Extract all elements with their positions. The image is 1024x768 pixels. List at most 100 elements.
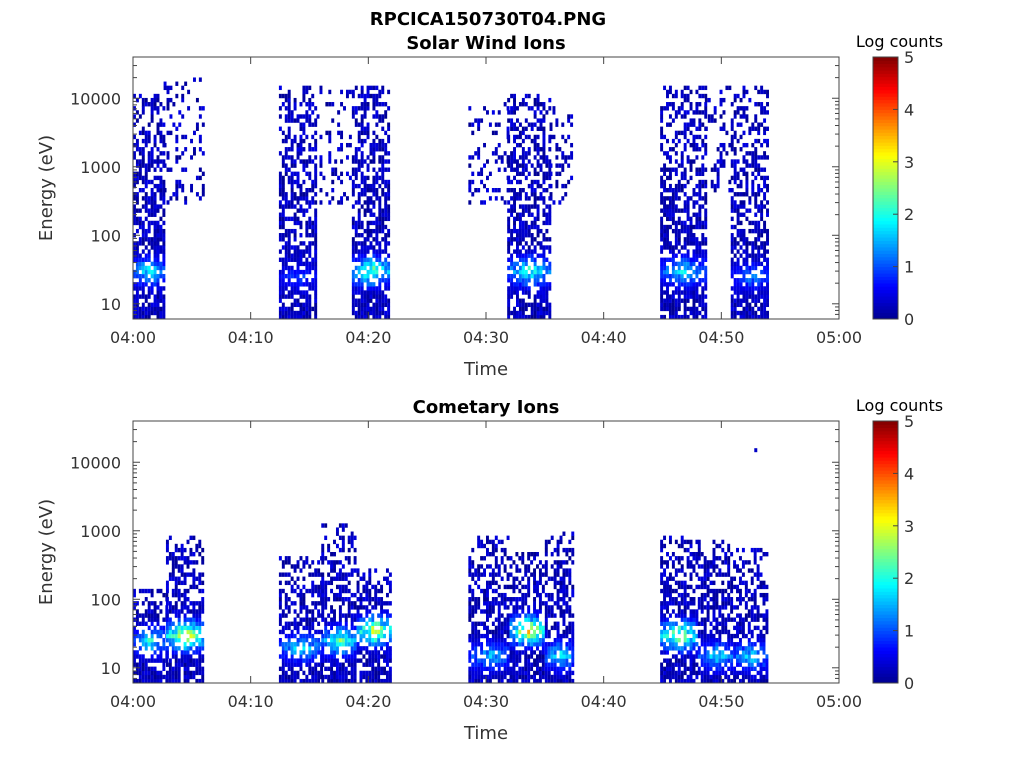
heatmap-cell bbox=[162, 212, 166, 217]
heatmap-cell bbox=[542, 171, 546, 177]
heatmap-cell bbox=[381, 179, 385, 185]
heatmap-cell bbox=[296, 592, 300, 598]
heatmap-cell bbox=[354, 273, 358, 279]
heatmap-cell bbox=[147, 588, 151, 594]
heatmap-cell bbox=[468, 613, 472, 618]
heatmap-cell bbox=[513, 237, 516, 242]
colorbar-segment bbox=[873, 286, 898, 291]
heatmap-cell bbox=[503, 597, 507, 602]
heatmap-cell bbox=[530, 188, 534, 193]
heatmap-cell bbox=[533, 122, 537, 127]
heatmap-cell bbox=[545, 310, 549, 316]
heatmap-cell bbox=[156, 290, 160, 295]
heatmap-cell bbox=[360, 261, 364, 267]
heatmap-cell bbox=[513, 290, 516, 295]
heatmap-cell bbox=[159, 298, 163, 303]
heatmap-cell bbox=[477, 118, 481, 123]
heatmap-cell bbox=[378, 220, 382, 226]
heatmap-cell bbox=[278, 175, 282, 181]
heatmap-cell bbox=[698, 147, 702, 152]
heatmap-cell bbox=[507, 265, 511, 271]
heatmap-cell bbox=[766, 212, 769, 217]
heatmap-cell bbox=[302, 192, 306, 197]
heatmap-cell bbox=[570, 114, 574, 119]
heatmap-cell bbox=[686, 257, 690, 262]
heatmap-cell bbox=[299, 290, 303, 295]
heatmap-cell bbox=[695, 306, 699, 312]
heatmap-cell bbox=[689, 216, 693, 222]
heatmap-cell bbox=[542, 278, 546, 283]
heatmap-cell bbox=[677, 138, 681, 144]
heatmap-cell bbox=[186, 560, 190, 565]
heatmap-cell bbox=[515, 564, 519, 569]
heatmap-cell bbox=[343, 106, 346, 111]
heatmap-cell bbox=[533, 142, 537, 148]
heatmap-cell bbox=[713, 110, 717, 115]
heatmap-cell bbox=[341, 633, 345, 639]
heatmap-cell bbox=[388, 625, 392, 631]
heatmap-cell bbox=[341, 654, 345, 659]
heatmap-cell bbox=[381, 249, 385, 254]
heatmap-cell bbox=[311, 633, 315, 639]
heatmap-cell bbox=[548, 286, 552, 291]
heatmap-cell bbox=[763, 306, 767, 312]
heatmap-cell bbox=[527, 273, 531, 279]
heatmap-cell bbox=[353, 637, 357, 643]
heatmap-cell bbox=[730, 163, 734, 168]
heatmap-cell bbox=[311, 110, 315, 115]
heatmap-cell bbox=[766, 261, 769, 267]
heatmap-cell bbox=[141, 249, 145, 254]
heatmap-cell bbox=[518, 257, 522, 262]
heatmap-cell bbox=[366, 106, 370, 111]
heatmap-cell bbox=[362, 572, 366, 577]
heatmap-cell bbox=[372, 261, 376, 267]
heatmap-cell bbox=[663, 261, 667, 267]
heatmap-cell bbox=[736, 261, 740, 267]
heatmap-cell bbox=[319, 155, 323, 160]
heatmap-cell bbox=[338, 588, 342, 594]
heatmap-cell bbox=[305, 294, 309, 299]
heatmap-cell bbox=[542, 147, 546, 152]
heatmap-cell bbox=[516, 278, 519, 283]
heatmap-cell bbox=[159, 678, 163, 684]
heatmap-cell bbox=[305, 102, 309, 107]
heatmap-cell bbox=[518, 273, 522, 279]
colorbar-segment bbox=[873, 115, 898, 120]
heatmap-cell bbox=[290, 282, 294, 287]
heatmap-cell bbox=[468, 609, 472, 614]
heatmap-cell bbox=[359, 633, 363, 639]
heatmap-cell bbox=[344, 556, 348, 561]
heatmap-cell bbox=[494, 572, 498, 577]
heatmap-cell bbox=[527, 171, 531, 177]
heatmap-cell bbox=[287, 93, 291, 99]
heatmap-cell bbox=[521, 625, 525, 631]
heatmap-cell bbox=[350, 539, 354, 545]
colorbar-segment bbox=[873, 79, 898, 84]
heatmap-cell bbox=[521, 138, 525, 144]
colorbar-segment bbox=[873, 237, 898, 241]
heatmap-cell bbox=[165, 662, 169, 667]
heatmap-cell bbox=[518, 228, 522, 234]
heatmap-cell bbox=[660, 302, 664, 308]
heatmap-cell bbox=[530, 306, 534, 312]
heatmap-cell bbox=[500, 155, 504, 160]
heatmap-cell bbox=[287, 89, 291, 95]
heatmap-cell bbox=[290, 253, 294, 258]
heatmap-cell bbox=[375, 188, 379, 193]
heatmap-cell bbox=[533, 257, 537, 262]
heatmap-cell bbox=[680, 188, 684, 193]
heatmap-cell bbox=[506, 576, 510, 581]
heatmap-cell bbox=[302, 314, 306, 320]
heatmap-cell bbox=[383, 601, 386, 606]
heatmap-cell bbox=[760, 245, 764, 250]
heatmap-cell bbox=[763, 183, 767, 189]
colorbar-segment bbox=[873, 302, 898, 307]
heatmap-cell bbox=[497, 564, 501, 569]
heatmap-cell bbox=[542, 290, 546, 295]
heatmap-cell bbox=[683, 314, 687, 320]
heatmap-cell bbox=[497, 637, 501, 643]
heatmap-cell bbox=[169, 85, 173, 91]
heatmap-cell bbox=[480, 666, 484, 672]
heatmap-cell bbox=[483, 588, 486, 594]
heatmap-cell bbox=[350, 613, 354, 618]
